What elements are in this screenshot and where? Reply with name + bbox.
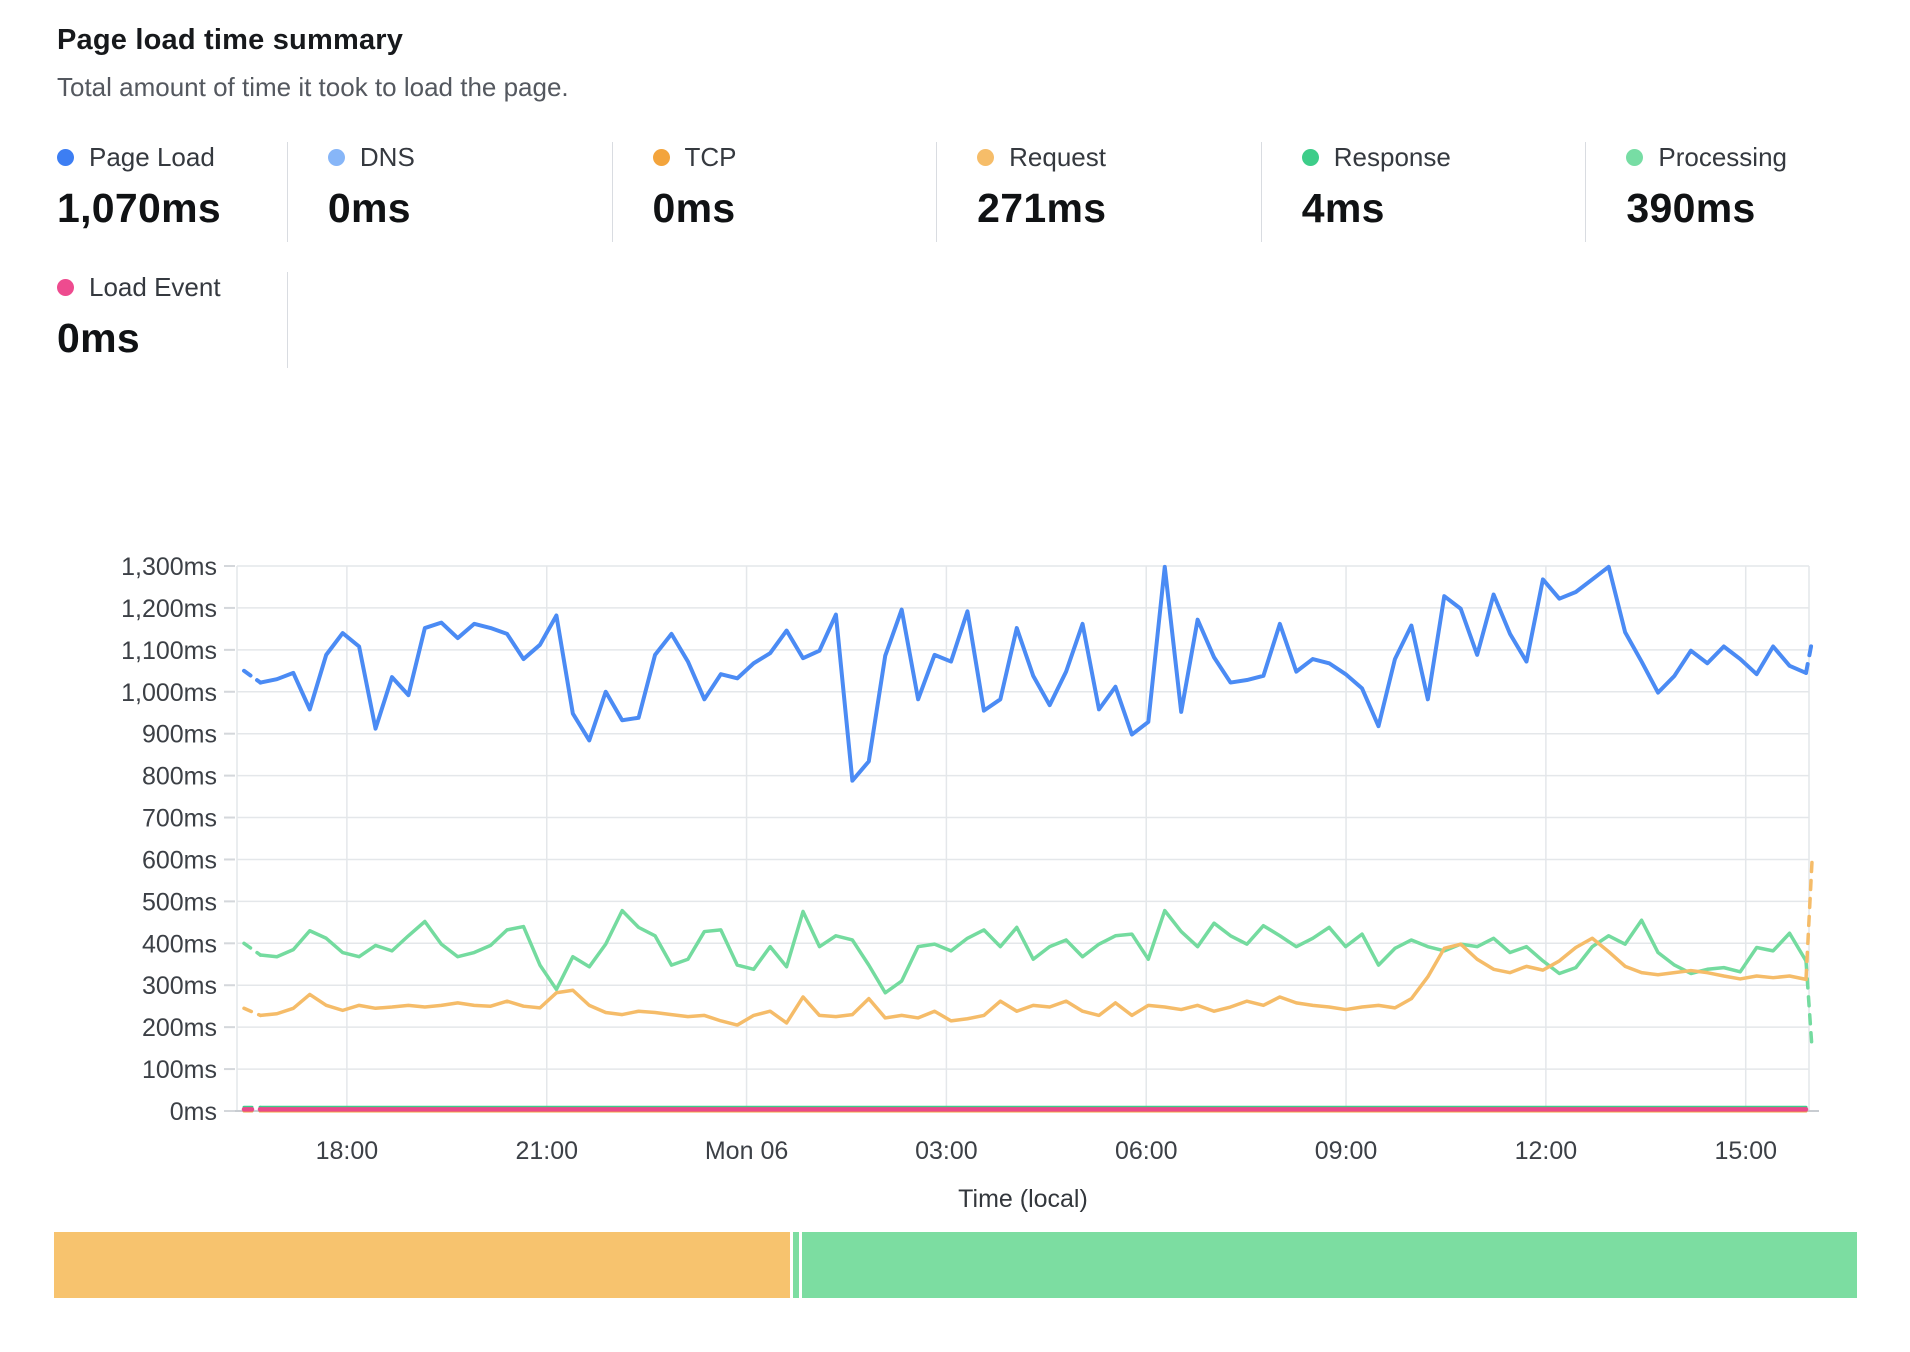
y-tick-label: 900ms	[142, 721, 217, 749]
series-line-page-load	[258, 564, 1808, 783]
x-tick-label: 06:00	[1115, 1137, 1178, 1165]
series-line-request	[258, 936, 1808, 1027]
response-legend-dot-icon	[1301, 149, 1319, 166]
timing-bar-green-segment[interactable]	[801, 1232, 1857, 1298]
load-time-chart-svg: 0ms 100ms 200ms 300ms 400ms 500ms 600ms 700ms 80…	[121, 553, 1819, 1213]
y-tick-label: 300ms	[142, 972, 217, 1000]
tcp-legend-dot-icon	[652, 149, 670, 166]
y-tick-label: 800ms	[142, 763, 217, 791]
stat-response: Response 4ms	[1260, 142, 1586, 242]
x-tick-label: Mon 06	[705, 1137, 788, 1165]
x-tick-label: 12:00	[1515, 1137, 1578, 1165]
stat-request: Request 271ms	[936, 142, 1261, 242]
stat-value: 271ms	[977, 185, 1107, 231]
x-tick-label: 09:00	[1315, 1137, 1378, 1165]
x-tick-label: 15:00	[1714, 1137, 1777, 1165]
stat-processing: Processing 390ms	[1585, 142, 1910, 242]
stat-tcp: TCP 0ms	[611, 142, 937, 242]
stat-label: Request	[1009, 142, 1106, 172]
y-tick-label: 1,200ms	[121, 595, 217, 623]
series-line-request-tail-dash	[1804, 859, 1814, 982]
request-legend-dot-icon	[977, 149, 995, 166]
x-tick-label: 21:00	[515, 1137, 578, 1165]
x-tick-label: 18:00	[316, 1137, 379, 1165]
x-axis-title: Time (local)	[958, 1185, 1088, 1213]
page-load-legend-dot-icon	[57, 149, 74, 166]
series-line-processing-lead-dash	[242, 941, 263, 957]
page-title: Page load time summary	[57, 24, 404, 56]
stat-load-event: Load Event 0ms	[0, 272, 288, 368]
y-tick-label: 1,300ms	[121, 553, 217, 581]
x-tick-label: 03:00	[915, 1137, 978, 1165]
timing-breakdown-bar[interactable]	[54, 1232, 1857, 1298]
legend-stats-row-2: Load Event 0ms	[0, 272, 288, 368]
series-line-request-lead-dash	[242, 1006, 263, 1018]
stat-page-load: Page Load 1,070ms	[0, 142, 287, 242]
legend-stats-row: Page Load 1,070ms DNS 0ms TCP 0ms Request 271ms…	[0, 142, 1910, 242]
stat-label: DNS	[359, 142, 415, 172]
stat-value: 4ms	[1301, 185, 1385, 231]
stat-value: 0ms	[57, 315, 140, 361]
stat-value: 0ms	[652, 185, 736, 231]
stat-dns: DNS 0ms	[286, 142, 612, 242]
processing-legend-dot-icon	[1626, 149, 1644, 166]
stat-label: Page Load	[89, 142, 215, 172]
stat-value: 390ms	[1626, 185, 1756, 231]
series-line-page-load-tail-dash	[1804, 639, 1814, 675]
stat-label: Load Event	[89, 272, 221, 302]
y-tick-label: 0ms	[170, 1098, 217, 1126]
y-tick-label: 700ms	[142, 805, 217, 833]
series-line-page-load-lead-dash	[242, 668, 263, 685]
stat-value: 0ms	[327, 185, 411, 231]
y-tick-label: 1,100ms	[121, 637, 217, 665]
stat-label: Response	[1333, 142, 1451, 172]
stat-label: TCP	[684, 142, 737, 172]
series-line-processing	[258, 908, 1808, 995]
dns-legend-dot-icon	[327, 149, 345, 166]
stat-value: 1,070ms	[57, 185, 221, 231]
stat-label: Processing	[1658, 142, 1788, 172]
load-event-legend-dot-icon	[57, 279, 74, 296]
y-tick-label: 200ms	[142, 1014, 217, 1042]
y-tick-label: 500ms	[142, 888, 217, 916]
page-subtitle: Total amount of time it took to load the…	[57, 72, 569, 102]
y-tick-label: 100ms	[142, 1056, 217, 1084]
timing-bar-green-sliver[interactable]	[792, 1232, 799, 1298]
y-tick-label: 1,000ms	[121, 679, 217, 707]
series-line-processing-tail-dash	[1804, 959, 1814, 1050]
load-time-chart: 0ms 100ms 200ms 300ms 400ms 500ms 600ms 700ms 80…	[0, 440, 1910, 1240]
y-tick-label: 400ms	[142, 930, 217, 958]
timing-bar-orange-segment[interactable]	[54, 1232, 790, 1298]
y-tick-label: 600ms	[142, 846, 217, 874]
